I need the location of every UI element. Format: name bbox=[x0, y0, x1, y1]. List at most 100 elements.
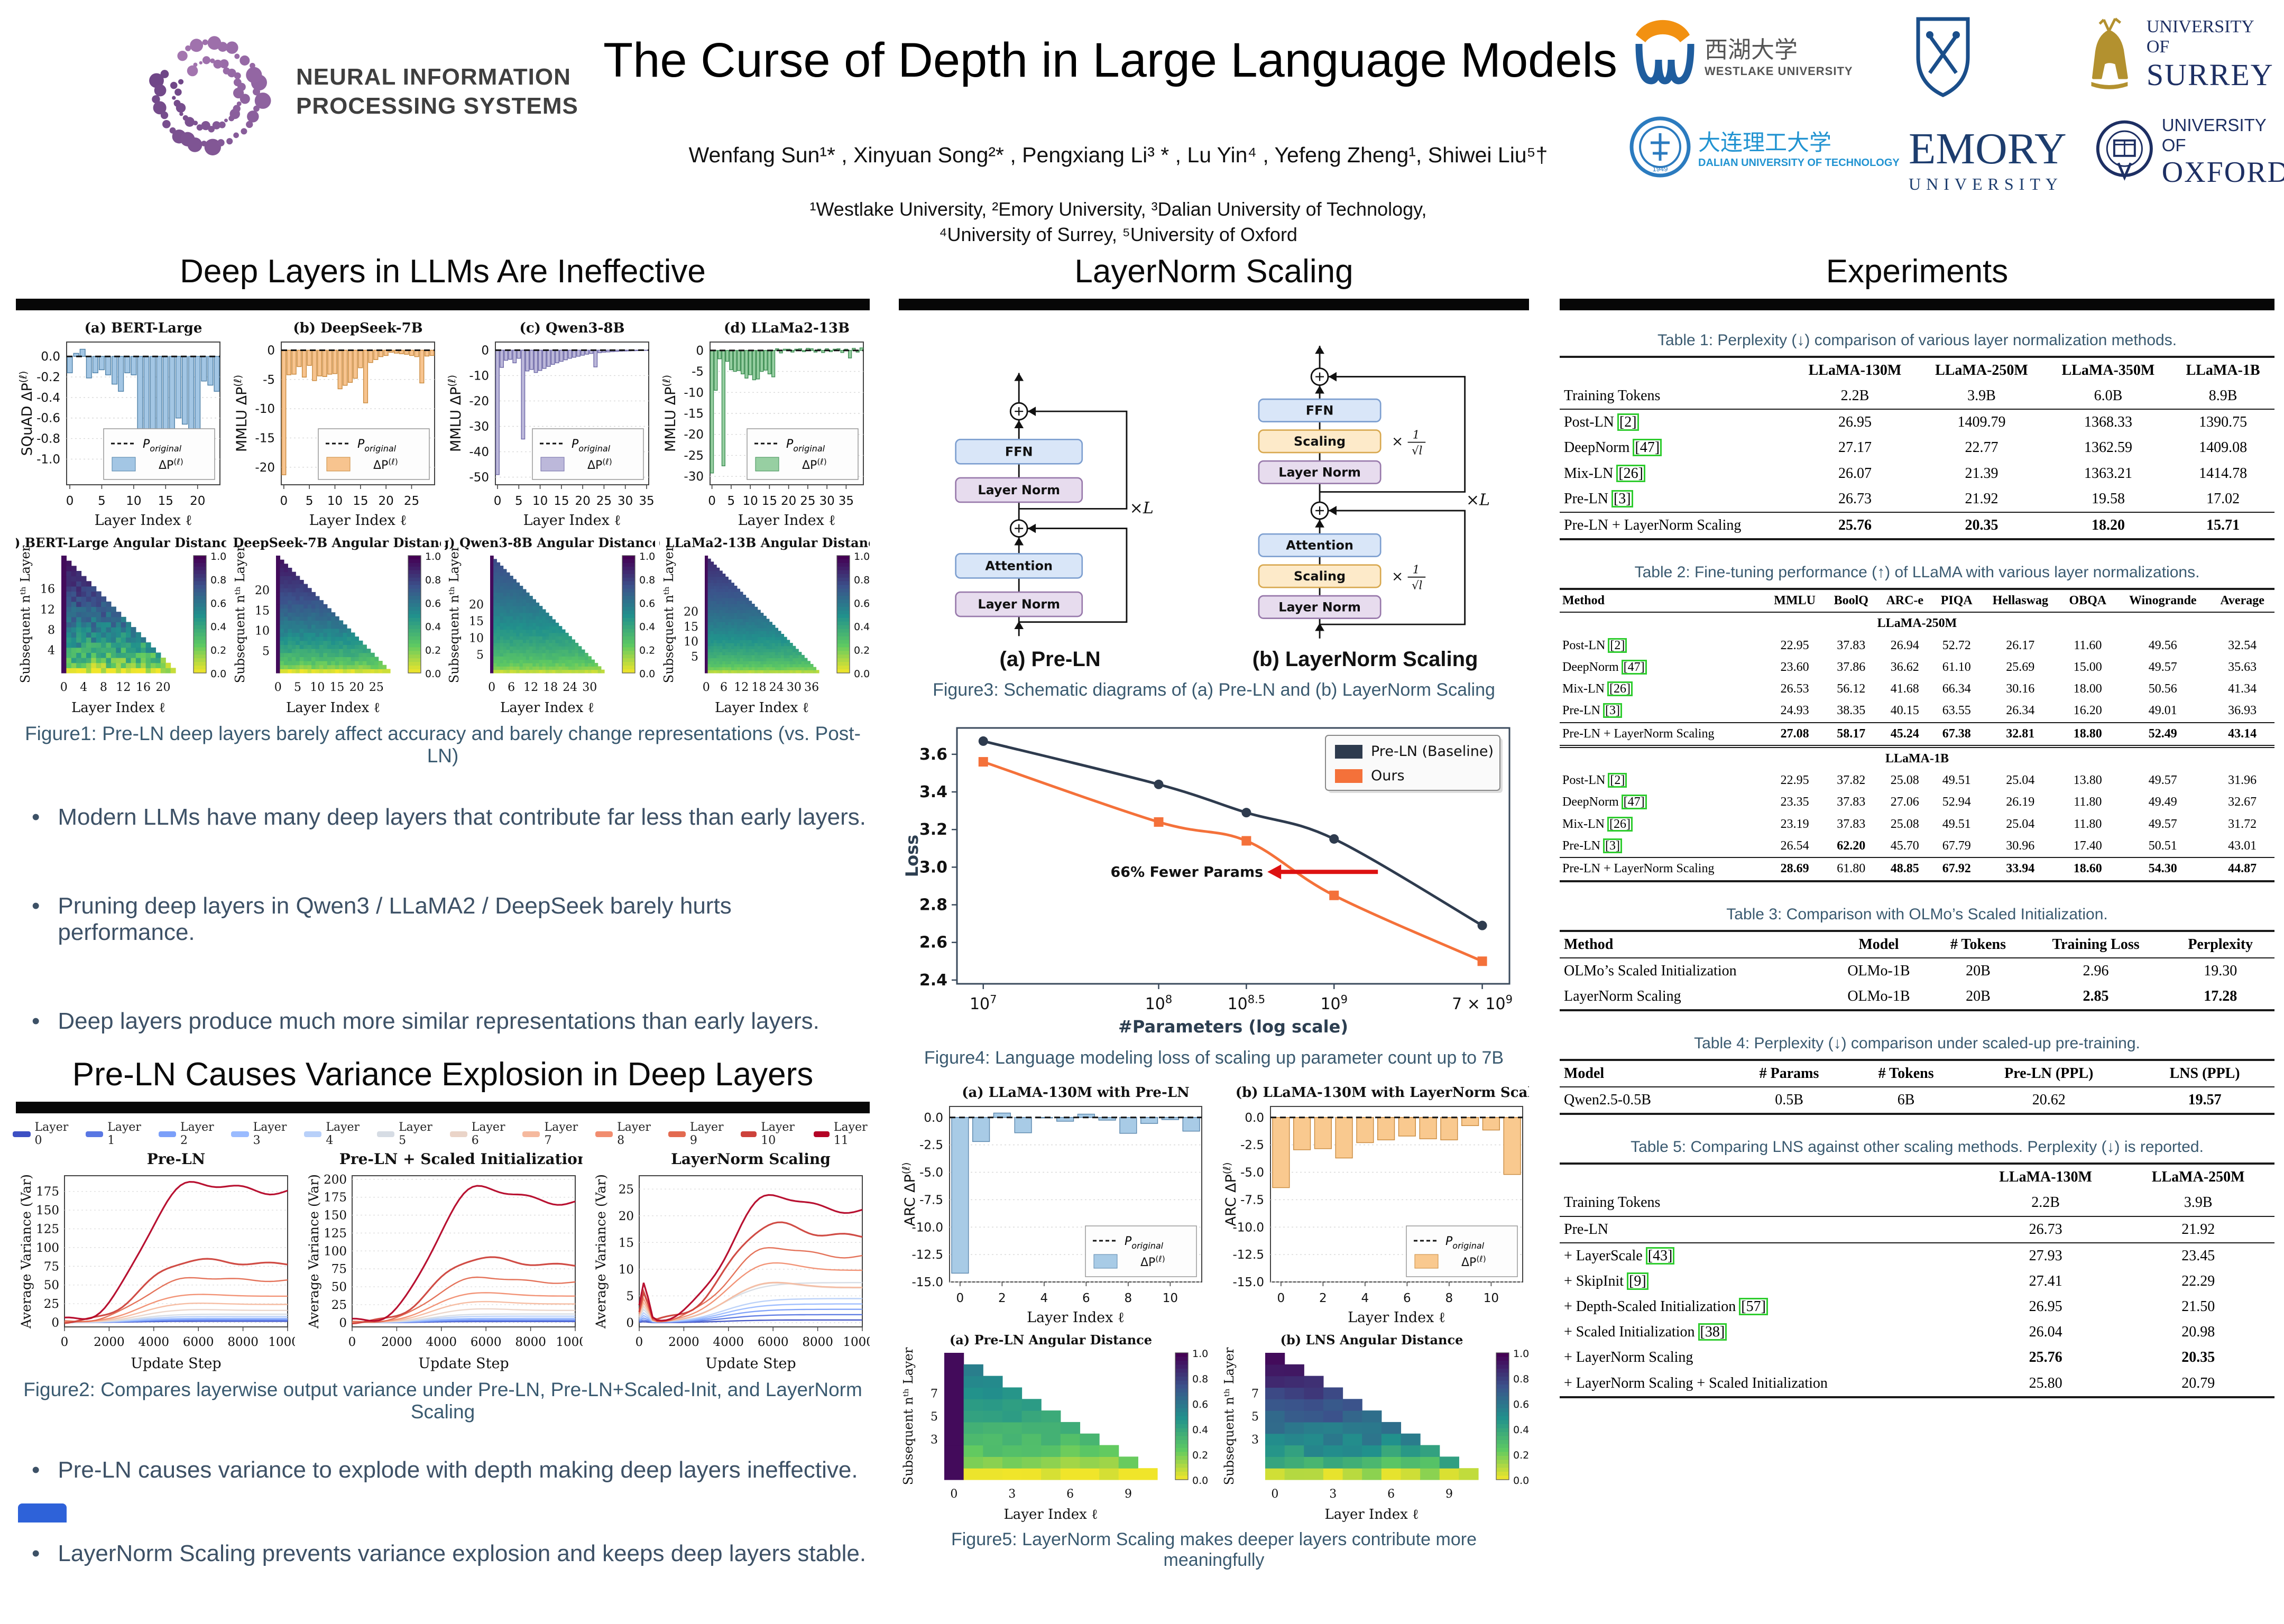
rect bbox=[716, 631, 720, 634]
rect bbox=[1118, 1468, 1138, 1480]
rect bbox=[575, 656, 579, 660]
text: 2.4 bbox=[919, 971, 947, 990]
rect bbox=[740, 654, 743, 659]
rect bbox=[713, 606, 717, 611]
rect bbox=[707, 558, 711, 562]
rect bbox=[731, 663, 734, 668]
rect bbox=[500, 602, 504, 606]
rect bbox=[126, 627, 132, 633]
rect bbox=[711, 574, 714, 577]
rect bbox=[288, 600, 292, 605]
rect bbox=[529, 599, 533, 603]
text: (h) LLaMa2-13B Angular Distance bbox=[659, 535, 870, 550]
rect bbox=[807, 661, 811, 665]
rect bbox=[71, 576, 77, 582]
text: 2.6 bbox=[919, 934, 947, 952]
rect bbox=[1118, 1456, 1138, 1469]
rect bbox=[106, 622, 112, 628]
rect bbox=[496, 639, 501, 643]
rect bbox=[716, 592, 720, 595]
text: Layer Norm bbox=[978, 483, 1060, 497]
dalian-year: 1949 bbox=[1653, 165, 1668, 173]
rect bbox=[760, 628, 764, 631]
list-item: • LayerNorm Scaling prevents variance exp… bbox=[32, 1540, 870, 1567]
rect bbox=[283, 571, 288, 576]
figure3-diagrams: Layer Norm Attention Layer Norm FFN ×L Layer … bbox=[899, 318, 1529, 645]
rect bbox=[66, 637, 72, 643]
rect bbox=[707, 615, 711, 620]
rect bbox=[506, 596, 510, 600]
rect bbox=[526, 649, 530, 653]
rect bbox=[711, 636, 714, 640]
td: Model bbox=[1564, 1065, 1605, 1082]
rect bbox=[110, 632, 116, 638]
rect bbox=[506, 586, 510, 590]
rect bbox=[778, 643, 781, 647]
tspan: 8.5 bbox=[1248, 993, 1265, 1006]
td: 49.57 bbox=[2148, 660, 2177, 674]
text: 0 bbox=[494, 494, 502, 508]
rect bbox=[503, 616, 507, 620]
rect bbox=[346, 640, 351, 645]
td: Mix-LN [26] bbox=[1560, 461, 1792, 486]
rect bbox=[194, 556, 206, 560]
rect bbox=[1175, 1352, 1189, 1480]
text: -12.5 bbox=[1232, 1248, 1264, 1262]
rect bbox=[327, 620, 331, 625]
rect bbox=[66, 606, 72, 612]
td: 27.17 bbox=[1838, 439, 1872, 456]
rect bbox=[751, 634, 755, 638]
bullet-icon: • bbox=[32, 1540, 40, 1566]
rect bbox=[740, 634, 743, 638]
rect bbox=[622, 614, 636, 619]
rect bbox=[283, 564, 288, 568]
rect bbox=[722, 652, 726, 656]
rect bbox=[490, 619, 494, 623]
text: 3.6 bbox=[919, 745, 947, 764]
text: 24 bbox=[563, 681, 578, 694]
rect bbox=[526, 592, 530, 596]
text: √l bbox=[1412, 445, 1423, 458]
rect bbox=[66, 601, 72, 607]
rect bbox=[280, 579, 284, 585]
rect bbox=[303, 669, 308, 673]
rect bbox=[713, 601, 717, 604]
tspan: (ℓ) bbox=[817, 457, 826, 467]
text: ΔP(ℓ) bbox=[1140, 1254, 1165, 1269]
variance-points-list: • Pre-LN causes variance to explode with … bbox=[32, 1457, 870, 1567]
rect bbox=[1362, 1456, 1382, 1469]
text: Subsequent nᵗʰ Layer bbox=[447, 545, 462, 683]
rect bbox=[76, 637, 82, 643]
text: 5 bbox=[727, 494, 735, 508]
rect bbox=[716, 583, 720, 586]
tspan: (ℓ) bbox=[1221, 1162, 1233, 1175]
rect bbox=[549, 622, 553, 626]
rect bbox=[704, 597, 708, 601]
rect bbox=[346, 636, 351, 641]
rect bbox=[731, 624, 734, 629]
rect bbox=[549, 656, 553, 660]
section-divider bbox=[16, 299, 870, 310]
rect bbox=[1021, 1433, 1042, 1446]
rect bbox=[836, 588, 850, 593]
text: 0.0 bbox=[1192, 1475, 1208, 1487]
rect bbox=[110, 652, 116, 658]
tspan: P bbox=[786, 438, 794, 451]
rect bbox=[295, 669, 300, 673]
td: Qwen2.5-0.5B bbox=[1560, 1086, 1729, 1114]
rect bbox=[772, 624, 776, 629]
rect bbox=[789, 643, 793, 647]
text: 109 bbox=[1320, 993, 1348, 1013]
rect bbox=[319, 604, 324, 609]
rect bbox=[740, 615, 743, 620]
rect bbox=[1175, 1452, 1188, 1456]
td: 1409.79 bbox=[1918, 409, 2045, 436]
rect bbox=[594, 666, 598, 670]
text: 175 bbox=[36, 1185, 59, 1199]
text: Layer Norm bbox=[1279, 465, 1361, 479]
rect bbox=[801, 661, 805, 665]
rect bbox=[526, 646, 530, 650]
rect bbox=[1401, 1468, 1421, 1480]
